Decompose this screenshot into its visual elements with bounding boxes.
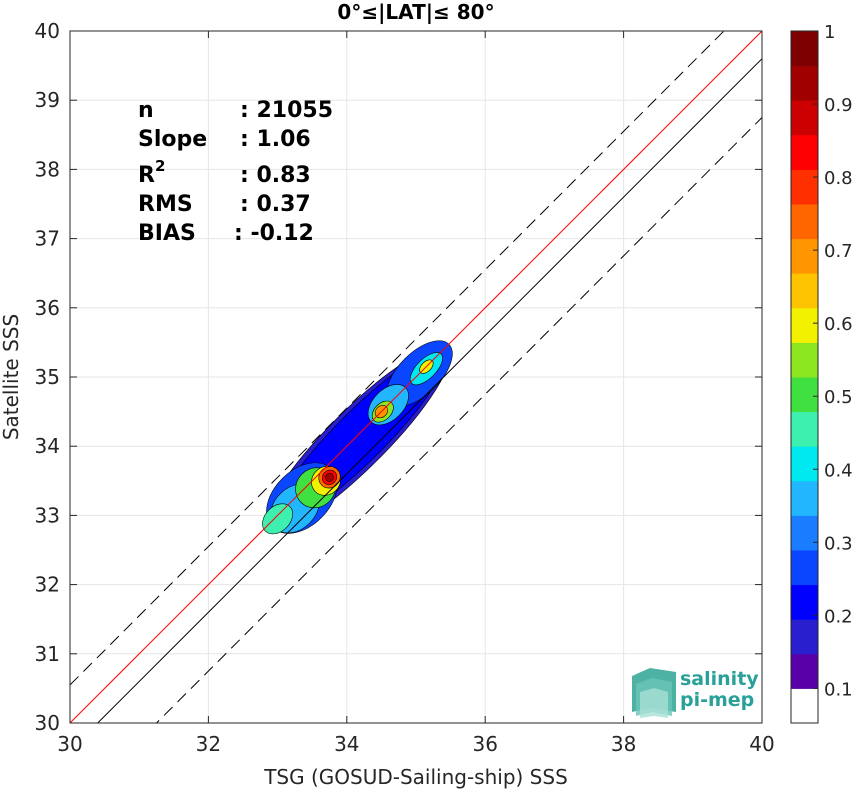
y-tick-label-9: 39 (35, 88, 60, 112)
colorbar: 0.1 0.2 0.3 0.4 0.5 0.6 0.7 0.8 0.9 1 (790, 22, 853, 724)
y-tick-label-8: 38 (35, 157, 60, 181)
stat-value-n: : 21055 (240, 98, 333, 123)
y-tick-label-4: 34 (35, 434, 60, 458)
colorbar-segment-12 (791, 273, 818, 309)
colorbar-segment-17 (791, 100, 818, 136)
colorbar-segment-10 (791, 342, 818, 378)
reference-line-0 (96, 58, 762, 723)
stat-value-rms: : 0.37 (240, 192, 311, 217)
colorbar-segment-4 (791, 550, 818, 586)
reference-line-3 (155, 117, 762, 723)
y-tick-label-7: 37 (35, 227, 60, 251)
colorbar-segment-2 (791, 619, 818, 655)
density-contour-15 (325, 472, 334, 482)
y-tick-label-5: 35 (35, 365, 60, 389)
stat-label-slope: Slope (138, 127, 207, 152)
logo-line1: salinity (680, 668, 759, 690)
stat-value-slope: : 1.06 (240, 127, 311, 152)
colorbar-tick-label-6: 0.7 (824, 241, 853, 262)
colorbar-tick-label-0: 0.1 (824, 679, 853, 700)
colorbar-tick-label-7: 0.8 (824, 168, 853, 189)
y-tick-label-3: 33 (35, 503, 60, 527)
colorbar-segment-14 (791, 204, 818, 240)
colorbar-segment-16 (791, 134, 818, 170)
stat-value-r2: : 0.83 (240, 163, 311, 188)
x-tick-label-3: 36 (472, 732, 497, 756)
x-axis-label: TSG (GOSUD-Sailing-ship) SSS (263, 765, 568, 789)
colorbar-segment-13 (791, 238, 818, 274)
colorbar-segment-15 (791, 169, 818, 205)
stat-label-r2: R2 (138, 157, 165, 188)
y-tick-label-10: 40 (35, 19, 60, 43)
colorbar-tick-label-1: 0.2 (824, 606, 853, 627)
density-contour-7 (262, 503, 293, 535)
x-tick-label-0: 30 (57, 732, 82, 756)
x-tick-label-4: 38 (611, 732, 636, 756)
colorbar-segment-8 (791, 411, 818, 447)
y-tick-label-2: 32 (35, 573, 60, 597)
salinity-pi-mep-logo: salinity pi-mep (632, 668, 759, 718)
colorbar-segment-6 (791, 480, 818, 516)
y-tick-label-0: 30 (35, 711, 60, 735)
chart-title: 0°≤|LAT|≤ 80° (337, 0, 494, 24)
stat-label-n: n (138, 98, 154, 123)
stat-label-r: R (138, 163, 155, 188)
colorbar-segment-11 (791, 307, 818, 343)
stat-label-bias: BIAS (138, 221, 196, 246)
x-tick-label-2: 34 (334, 732, 359, 756)
colorbar-tick-label-2: 0.3 (824, 533, 853, 554)
wave-logo-icon (632, 668, 676, 718)
colorbar-segment-9 (791, 377, 818, 413)
stat-label-r-sup: 2 (155, 157, 165, 175)
y-tick-label-1: 31 (35, 642, 60, 666)
colorbar-tick-label-8: 0.9 (824, 95, 853, 116)
colorbar-tick-label-3: 0.4 (824, 460, 853, 481)
reference-line-2 (70, 31, 725, 686)
colorbar-segment-5 (791, 515, 818, 551)
colorbar-segment-7 (791, 446, 818, 482)
x-tick-label-1: 32 (196, 732, 221, 756)
x-tick-label-5: 40 (749, 732, 774, 756)
x-axis-ticks: 30 32 34 36 38 40 (57, 31, 775, 756)
colorbar-segment-3 (791, 584, 818, 620)
stat-value-bias: : -0.12 (234, 221, 314, 246)
colorbar-segment-18 (791, 65, 818, 101)
colorbar-tick-label-5: 0.6 (824, 314, 853, 335)
logo-line2: pi-mep (680, 689, 754, 711)
reference-lines (70, 31, 762, 723)
colorbar-segment-19 (791, 31, 818, 67)
stat-label-rms: RMS (138, 192, 193, 217)
colorbar-frame (790, 30, 819, 724)
colorbar-tick-label-4: 0.5 (824, 387, 853, 408)
statistics-box: n : 21055 Slope : 1.06 R2 : 0.83 RMS : 0… (138, 98, 333, 246)
y-axis-ticks: 30 31 32 33 34 35 36 37 38 39 40 (35, 19, 762, 735)
colorbar-segment-1 (791, 653, 818, 689)
grid (69, 30, 763, 724)
colorbar-segment-0 (791, 688, 818, 724)
reference-line-1 (70, 31, 762, 723)
y-tick-label-6: 36 (35, 296, 60, 320)
colorbar-tick-label-9: 1 (824, 22, 835, 43)
y-axis-label: Satellite SSS (0, 314, 23, 440)
